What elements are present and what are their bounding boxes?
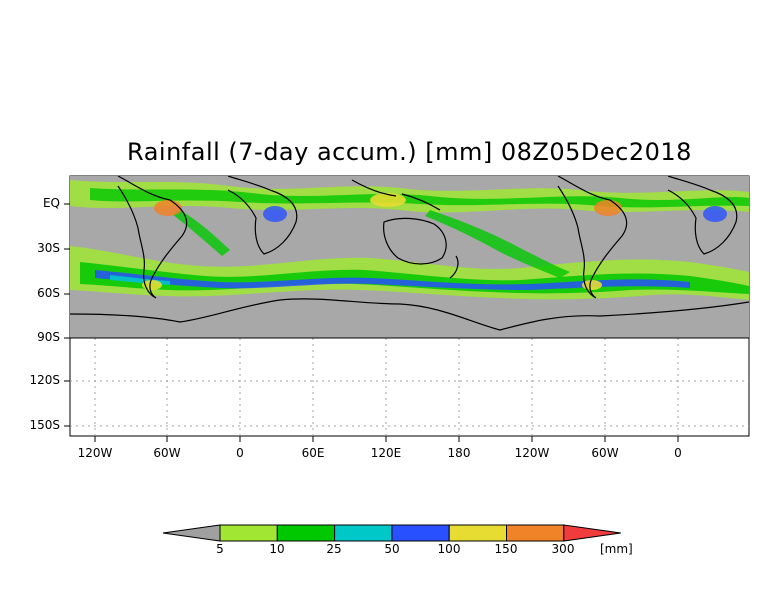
- coast-australia: [383, 217, 447, 265]
- rain-patches: [70, 180, 749, 300]
- colorbar-label-150: 150: [494, 542, 518, 556]
- colorbar-segment-6: [506, 524, 565, 542]
- colorbar-label-300: 300: [551, 542, 575, 556]
- x-tick-120w-2: 120W: [514, 446, 550, 460]
- colorbar-label-50: 50: [384, 542, 400, 556]
- colorbar-label-10: 10: [269, 542, 285, 556]
- rain-band-storm-track-3: [95, 270, 690, 290]
- colorbar-label-5: 5: [216, 542, 224, 556]
- x-tick-0-2: 0: [674, 446, 682, 460]
- coast-antarctica: [70, 298, 749, 331]
- coast-africa-2: [667, 176, 738, 255]
- x-tick-180: 180: [447, 446, 471, 460]
- heavy-rain-amazon-2: [594, 200, 622, 216]
- heavy-rain-africa: [263, 206, 287, 222]
- colorbar-segment-1: [219, 524, 278, 542]
- y-tick-eq: EQ: [42, 196, 60, 210]
- coastlines: [70, 176, 749, 331]
- heavy-rain-patagonia: [142, 280, 162, 290]
- gridlines: [70, 338, 749, 436]
- colorbar-label-25: 25: [326, 542, 342, 556]
- colorbar-segment-5: [448, 524, 508, 542]
- heavy-rain-maritime: [370, 193, 406, 207]
- y-tick-60s: 60S: [37, 286, 60, 300]
- colorbar: [162, 524, 621, 542]
- coast-south-america: [117, 176, 188, 299]
- heavy-rain-africa-2: [703, 206, 727, 222]
- heavy-rain-amazon: [154, 200, 182, 216]
- y-tick-150s: 150S: [29, 418, 60, 432]
- rain-band-spcz: [425, 210, 570, 278]
- tick-marks: [64, 203, 679, 442]
- colorbar-unit: [mm]: [600, 542, 633, 556]
- x-tick-120w: 120W: [77, 446, 113, 460]
- coast-south-america-2: [557, 176, 628, 299]
- heavy-rain-patagonia-2: [582, 280, 602, 290]
- y-tick-120s: 120S: [29, 373, 60, 387]
- x-tick-60e: 60E: [301, 446, 325, 460]
- x-tick-0: 0: [236, 446, 244, 460]
- colorbar-segment-2: [276, 524, 336, 542]
- coast-africa: [227, 176, 298, 255]
- coast-new-zealand: [449, 255, 459, 279]
- x-tick-60w-2: 60W: [591, 446, 619, 460]
- map-title: Rainfall (7-day accum.) [mm] 08Z05Dec201…: [127, 138, 692, 166]
- colorbar-segment-above-300: [563, 524, 621, 542]
- colorbar-segment-4: [391, 524, 450, 542]
- colorbar-segment-3: [334, 524, 393, 542]
- coast-maritime: [351, 179, 441, 211]
- rain-band-tropics-2: [90, 188, 749, 208]
- x-tick-120e: 120E: [370, 446, 402, 460]
- x-tick-60w: 60W: [153, 446, 181, 460]
- colorbar-label-100: 100: [437, 542, 461, 556]
- colorbar-segment-below-5: [162, 524, 221, 542]
- y-tick-30s: 30S: [37, 241, 60, 255]
- y-tick-90s: 90S: [37, 330, 60, 344]
